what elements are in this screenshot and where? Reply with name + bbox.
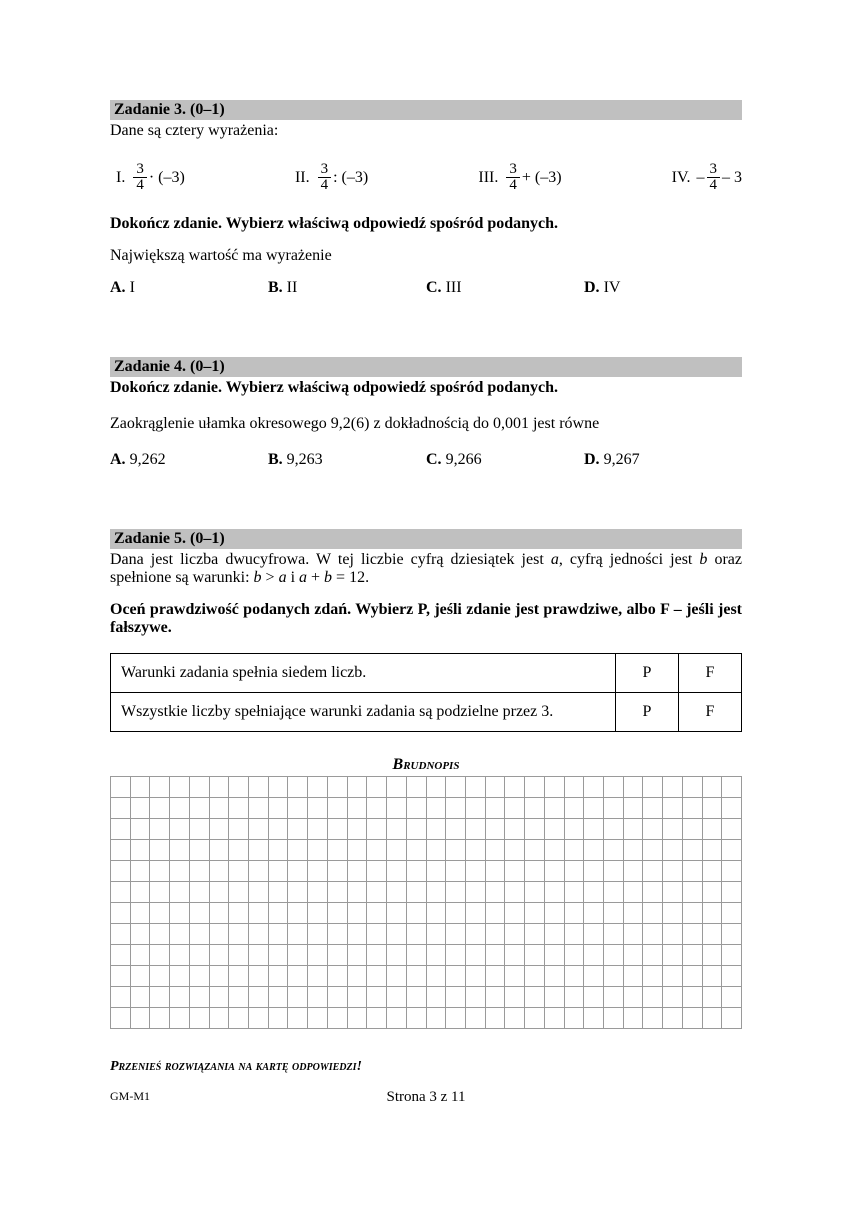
task-3-instruction: Dokończ zdanie. Wybierz właściwą odpowie… xyxy=(110,215,742,233)
page-number: Strona 3 z 11 xyxy=(110,1089,742,1106)
task-5-instruction: Oceń prawdziwość podanych zdań. Wybierz … xyxy=(110,601,742,637)
statement-2: Wszystkie liczby spełniające warunki zad… xyxy=(111,693,616,732)
answer-D[interactable]: D.9,267 xyxy=(584,451,742,469)
task-4-instruction: Dokończ zdanie. Wybierz właściwą odpowie… xyxy=(110,379,742,397)
choice-P[interactable]: P xyxy=(616,654,679,693)
task-3-answers: A.I B.II C.III D.IV xyxy=(110,279,742,297)
task-5-intro: Dana jest liczba dwucyfrowa. W tej liczb… xyxy=(110,551,742,587)
task-3: Zadanie 3. (0–1) Dane są cztery wyrażeni… xyxy=(110,100,742,297)
pf-table: Warunki zadania spełnia siedem liczb. P … xyxy=(110,653,742,732)
answer-D[interactable]: D.IV xyxy=(584,279,742,297)
choice-F[interactable]: F xyxy=(679,693,742,732)
expr-IV: IV. – 3 4 – 3 xyxy=(672,162,742,193)
task-4-answers: A.9,262 B.9,263 C.9,266 D.9,267 xyxy=(110,451,742,469)
task-5: Zadanie 5. (0–1) Dana jest liczba dwucyf… xyxy=(110,529,742,732)
brudnopis-title: Brudnopis xyxy=(110,756,742,774)
task-5-header: Zadanie 5. (0–1) xyxy=(110,529,742,549)
task-3-stem: Największą wartość ma wyrażenie xyxy=(110,247,742,265)
expr-I: I. 3 4 · (–3) xyxy=(116,162,185,193)
table-row: Wszystkie liczby spełniające warunki zad… xyxy=(111,693,742,732)
fraction-icon: 3 4 xyxy=(707,162,721,193)
task-4-stem: Zaokrąglenie ułamka okresowego 9,2(6) z … xyxy=(110,415,742,433)
fraction-icon: 3 4 xyxy=(318,162,332,193)
task-3-header: Zadanie 3. (0–1) xyxy=(110,100,742,120)
brudnopis-grid xyxy=(110,776,742,1029)
choice-P[interactable]: P xyxy=(616,693,679,732)
choice-F[interactable]: F xyxy=(679,654,742,693)
task-4: Zadanie 4. (0–1) Dokończ zdanie. Wybierz… xyxy=(110,357,742,469)
task-3-expressions: I. 3 4 · (–3) II. 3 4 : (–3) III. 3 xyxy=(116,162,742,193)
answer-B[interactable]: B.9,263 xyxy=(268,451,426,469)
task-4-header: Zadanie 4. (0–1) xyxy=(110,357,742,377)
statement-1: Warunki zadania spełnia siedem liczb. xyxy=(111,654,616,693)
expr-III: III. 3 4 + (–3) xyxy=(478,162,561,193)
answer-C[interactable]: C.9,266 xyxy=(426,451,584,469)
fraction-icon: 3 4 xyxy=(506,162,520,193)
page-footer: GM-M1 Strona 3 z 11 xyxy=(110,1089,742,1109)
answer-C[interactable]: C.III xyxy=(426,279,584,297)
expr-II: II. 3 4 : (–3) xyxy=(295,162,368,193)
answer-A[interactable]: A.I xyxy=(110,279,268,297)
answer-A[interactable]: A.9,262 xyxy=(110,451,268,469)
table-row: Warunki zadania spełnia siedem liczb. P … xyxy=(111,654,742,693)
answer-B[interactable]: B.II xyxy=(268,279,426,297)
task-3-intro: Dane są cztery wyrażenia: xyxy=(110,122,742,140)
fraction-icon: 3 4 xyxy=(133,162,147,193)
transfer-note: Przenieś rozwiązania na kartę odpowiedzi… xyxy=(110,1059,742,1075)
